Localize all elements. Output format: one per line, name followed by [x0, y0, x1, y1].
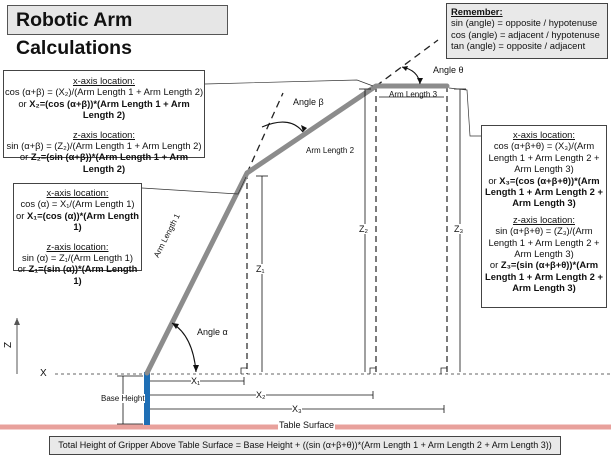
angle-alpha-arc: [171, 322, 197, 373]
link3-z-eq-1: sin (α+β+θ) = (Z₃)/(Arm: [495, 225, 593, 237]
callout-link1: [141, 176, 247, 195]
link1-extension: [246, 92, 284, 174]
link2-z-solve: or Z₂=(sin (α+β))*(Arm Length 1 + Arm Le…: [19, 151, 189, 174]
link2-x-heading: x-axis location:: [72, 75, 135, 86]
link2-z-heading: z-axis location:: [72, 128, 135, 140]
angle-theta-label: Angle θ: [433, 65, 464, 75]
link3-x-solve-3: Arm Length 3): [512, 197, 576, 209]
x1-label: X₁: [191, 376, 201, 386]
link3-z-heading: z-axis location:: [512, 213, 575, 225]
page-title: Robotic Arm Calculations: [7, 5, 228, 59]
link3-formula-box: x-axis location: cos (α+β+θ) = (X₃)/(Arm…: [481, 125, 607, 308]
link1-z-solve: or Z₁=(sin (α))*(Arm Length 1): [17, 263, 138, 286]
arm-length-3-label: Arm Length 3: [389, 90, 438, 99]
remember-tan: tan (angle) = opposite / adjacent: [451, 40, 586, 52]
link2-extension: [375, 39, 439, 87]
z-axis-label: Z: [3, 341, 14, 348]
link3-x-solve-2: Length 1 + Arm Length 2 +: [485, 186, 603, 198]
link2-formula-box: x-axis location: cos (α+β) = (X₂)/(Arm L…: [3, 70, 205, 174]
angle-alpha-label: Angle α: [197, 327, 228, 337]
callout-link3: [448, 87, 481, 137]
link1-formula-box: x-axis location: cos (α) = X₁/(Arm Lengt…: [13, 183, 142, 286]
link2-x-eq: cos (α+β) = (X₂)/(Arm Length 1 + Arm Len…: [4, 86, 204, 98]
base-height-label: Base Height: [101, 394, 145, 403]
link1-z-eq: sin (α) = Z₁/(Arm Length 1): [22, 252, 133, 264]
z2-label: Z₂: [359, 224, 368, 234]
link3-x-heading: x-axis location:: [512, 129, 575, 140]
angle-beta-arc: [261, 121, 304, 133]
link1-z-heading: z-axis location:: [46, 240, 109, 252]
link3-z-eq-3: Arm Length 3): [514, 248, 574, 260]
link1-x-eq: cos (α) = X₁/(Arm Length 1): [20, 198, 135, 210]
remember-box: Remember: sin (angle) = opposite / hypot…: [446, 3, 608, 59]
link3-x-eq-2: Length 1 + Arm Length 2 +: [488, 151, 600, 163]
z3-label: Z₃: [454, 224, 464, 234]
x2-label: X₂: [256, 390, 266, 400]
table-surface-label: Table Surface: [278, 420, 336, 430]
link3-z-solve-3: Arm Length 3): [512, 282, 576, 294]
link3-x-eq-1: cos (α+β+θ) = (X₃)/(Arm: [493, 140, 595, 152]
robot-base: [144, 372, 150, 425]
remember-sin: sin (angle) = opposite / hypotenuse: [451, 17, 598, 29]
remember-cos: cos (angle) = adjacent / hypotenuse: [451, 28, 600, 40]
remember-heading: Remember:: [451, 6, 503, 17]
link2-z-eq: sin (α+β) = (Z₂)/(Arm Length 1 + Arm Len…: [6, 140, 202, 152]
total-height-formula: Total Height of Gripper Above Table Surf…: [49, 436, 561, 455]
link1-x-solve: or X₁=(cos (α))*(Arm Length 1): [16, 209, 139, 233]
callout-link2: [204, 79, 374, 87]
link3-x-solve-1: or X₃=(cos (α+β+θ))*(Arm: [488, 174, 600, 186]
link3-z-eq-2: Length 1 + Arm Length 2 +: [488, 236, 600, 248]
z1-label: Z₁: [256, 264, 265, 274]
angle-beta-label: Angle β: [293, 97, 324, 107]
link1-x-heading: x-axis location:: [46, 187, 109, 198]
robot-arm: [144, 83, 450, 376]
link3-z-solve-1: or Z₃=(sin (α+β+θ))*(Arm: [489, 259, 599, 271]
x-axis-label: X: [40, 368, 47, 379]
link3-x-eq-3: Arm Length 3): [514, 163, 574, 175]
arm-length-2-label: Arm Length 2: [306, 146, 355, 155]
link3-z-solve-2: Length 1 + Arm Length 2 +: [485, 270, 603, 282]
x3-label: X₃: [292, 404, 302, 414]
link2-x-solve: or X₂=(cos (α+β))*(Arm Length 1 + Arm Le…: [18, 97, 190, 121]
